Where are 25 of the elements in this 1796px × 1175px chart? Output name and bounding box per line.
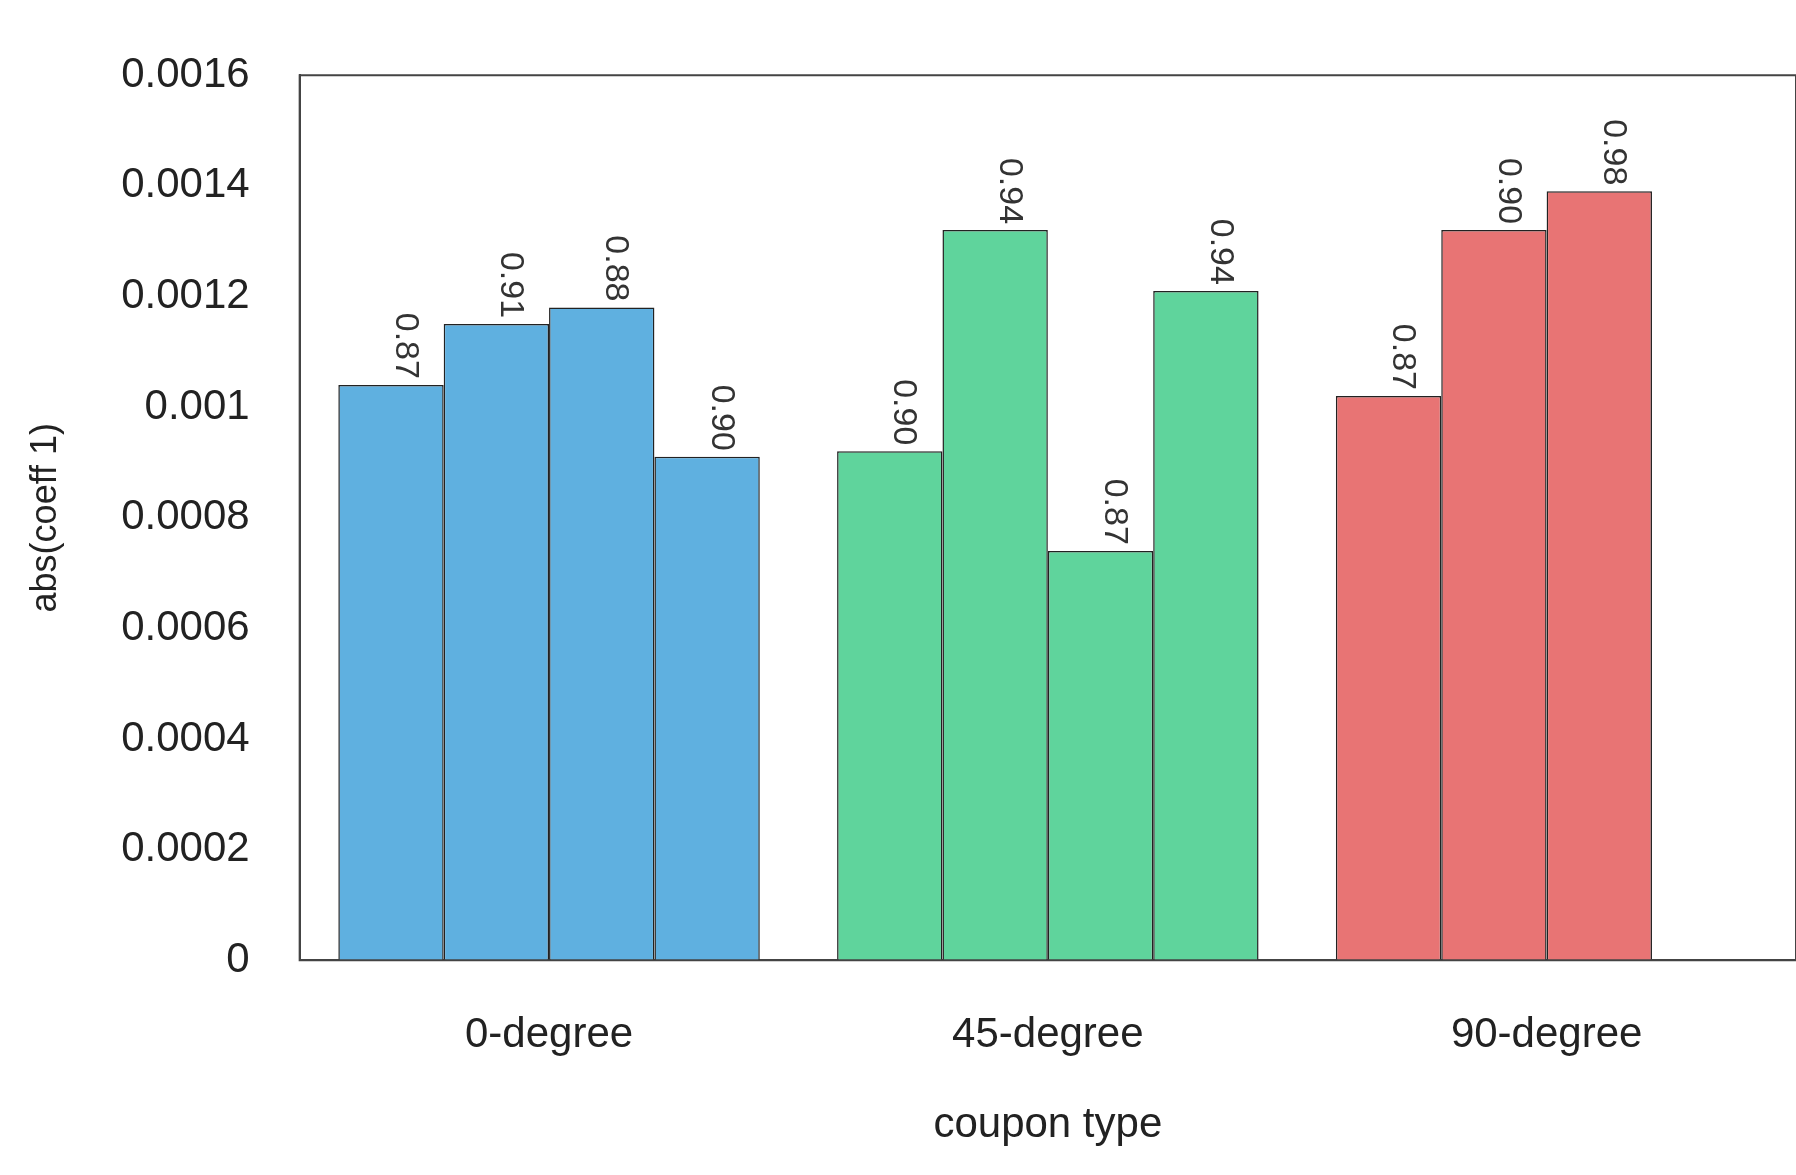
y-tick-label: 0 xyxy=(226,933,250,981)
y-tick-label: 0.0006 xyxy=(121,601,250,649)
annotation: 0.91 xyxy=(493,251,532,319)
y-tick-label: 0.0004 xyxy=(121,712,250,760)
x-tick-label: 90-degree xyxy=(1450,1008,1643,1056)
y-tick-label: 0.0012 xyxy=(121,270,250,318)
annotation: 0.88 xyxy=(599,235,638,302)
y-tick-label: 0.0002 xyxy=(121,823,250,871)
y-tick-label: 0.0014 xyxy=(121,159,250,207)
annotation: 0.90 xyxy=(1491,157,1530,225)
x-axis-title: coupon type xyxy=(933,1099,1163,1147)
x-tick-label: 0-degree xyxy=(464,1008,634,1056)
annotation: 0.87 xyxy=(1386,323,1425,391)
y-tick-label: 0.0008 xyxy=(121,491,250,539)
annotation: 0.98 xyxy=(1596,119,1635,186)
annotation: 0.87 xyxy=(1098,478,1137,545)
annotation: 0.94 xyxy=(992,157,1031,225)
annotation: 0.90 xyxy=(704,384,743,451)
annotation: 0.94 xyxy=(1203,218,1242,285)
y-tick-label: 0.0016 xyxy=(121,48,250,96)
y-axis-title: abs(coeff 1) xyxy=(22,422,64,613)
y-tick-label: 0.001 xyxy=(144,380,250,428)
annotation: 0.87 xyxy=(388,312,427,379)
x-tick-label: 45-degree xyxy=(952,1008,1144,1056)
annotation: 0.90 xyxy=(887,379,926,446)
